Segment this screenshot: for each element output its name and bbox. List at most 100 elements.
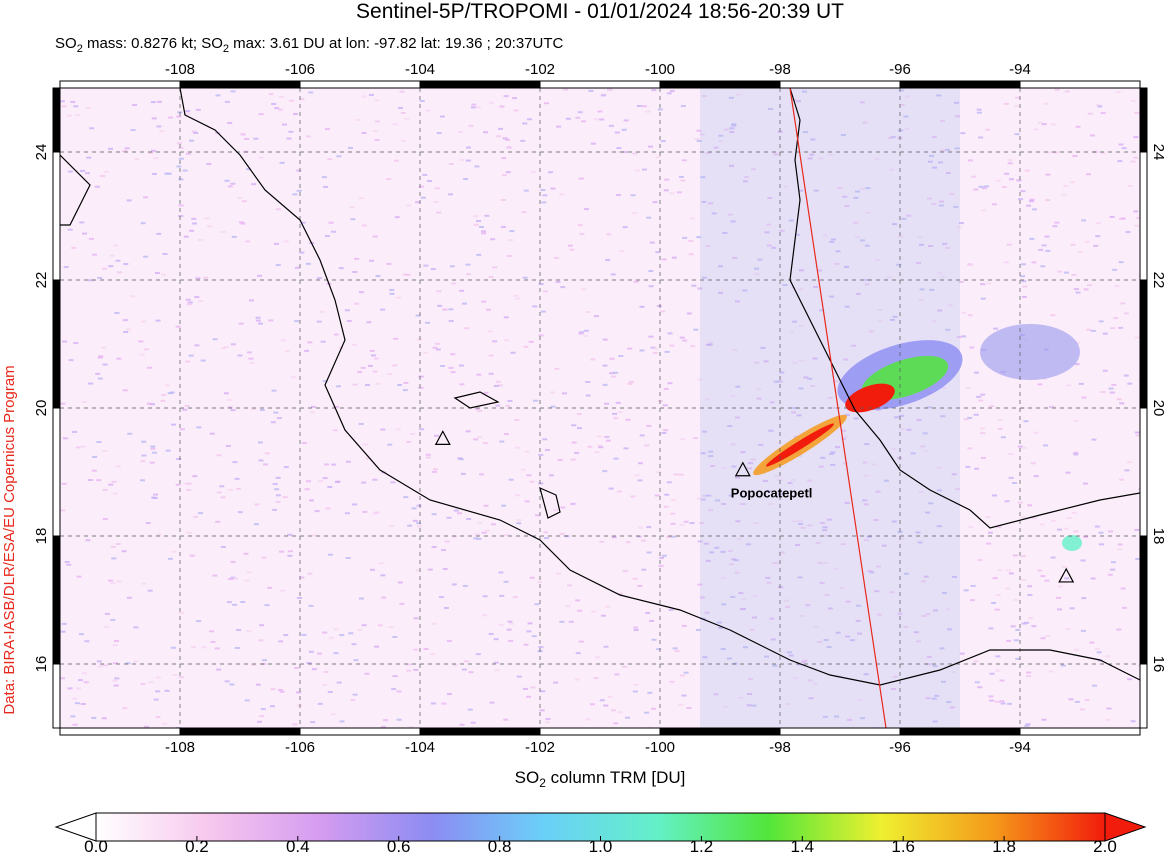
noise-pixel — [569, 248, 575, 251]
noise-pixel — [575, 116, 581, 119]
noise-pixel — [777, 380, 783, 383]
noise-pixel — [813, 625, 819, 628]
colorbar-tick-label: 1.0 — [589, 837, 613, 853]
noise-pixel — [241, 200, 247, 203]
noise-pixel — [476, 436, 482, 439]
noise-pixel — [215, 520, 221, 523]
subtitle-sub: 2 — [223, 43, 229, 55]
noise-pixel — [60, 100, 66, 103]
noise-pixel — [961, 312, 967, 315]
noise-pixel — [244, 137, 250, 140]
noise-pixel — [524, 450, 530, 453]
noise-pixel — [632, 152, 638, 155]
noise-pixel — [641, 168, 647, 171]
noise-pixel — [436, 132, 442, 135]
noise-pixel — [970, 584, 976, 587]
noise-pixel — [73, 105, 79, 108]
noise-pixel — [801, 660, 807, 663]
noise-pixel — [62, 340, 68, 343]
noise-pixel — [1050, 314, 1056, 317]
noise-pixel — [514, 418, 520, 421]
noise-pixel — [60, 509, 66, 512]
noise-pixel — [490, 523, 496, 526]
noise-pixel — [1007, 702, 1013, 705]
noise-pixel — [301, 633, 307, 636]
noise-pixel — [327, 158, 333, 161]
noise-pixel — [526, 630, 532, 633]
noise-pixel — [397, 581, 403, 584]
noise-pixel — [1119, 478, 1125, 481]
noise-pixel — [645, 612, 651, 615]
noise-pixel — [906, 214, 912, 217]
noise-pixel — [230, 560, 236, 563]
noise-pixel — [220, 347, 226, 350]
noise-pixel — [386, 178, 392, 181]
noise-pixel — [374, 645, 380, 648]
noise-pixel — [72, 723, 78, 726]
noise-pixel — [646, 216, 652, 219]
noise-pixel — [969, 346, 975, 349]
noise-pixel — [209, 432, 215, 435]
noise-pixel — [450, 371, 456, 374]
noise-pixel — [427, 568, 433, 571]
frame-bar — [299, 80, 421, 89]
noise-pixel — [766, 244, 772, 247]
noise-pixel — [563, 88, 569, 91]
noise-pixel — [1123, 312, 1129, 315]
noise-pixel — [732, 662, 738, 665]
noise-pixel — [863, 474, 869, 477]
noise-pixel — [876, 613, 882, 616]
noise-pixel — [97, 665, 103, 668]
noise-pixel — [1119, 402, 1125, 405]
noise-pixel — [968, 264, 974, 267]
noise-pixel — [667, 332, 673, 335]
noise-pixel — [1135, 557, 1140, 560]
noise-pixel — [773, 153, 779, 156]
noise-pixel — [196, 426, 202, 429]
noise-pixel — [1135, 434, 1140, 437]
noise-pixel — [663, 505, 669, 508]
noise-pixel — [961, 335, 967, 338]
frame-bar — [539, 727, 661, 736]
noise-pixel — [238, 221, 244, 224]
noise-pixel — [822, 715, 828, 718]
noise-pixel — [618, 354, 624, 357]
noise-pixel — [947, 304, 953, 307]
noise-pixel — [364, 672, 370, 675]
noise-pixel — [465, 273, 471, 276]
noise-pixel — [415, 314, 421, 317]
noise-pixel — [1130, 720, 1136, 723]
noise-pixel — [819, 521, 825, 524]
frame-bar — [59, 80, 181, 89]
noise-pixel — [973, 371, 979, 374]
noise-pixel — [903, 572, 909, 575]
noise-pixel — [633, 280, 639, 283]
noise-pixel — [155, 690, 161, 693]
noise-pixel — [904, 128, 910, 131]
noise-pixel — [815, 541, 821, 544]
noise-pixel — [182, 408, 188, 411]
noise-pixel — [1063, 527, 1069, 530]
noise-pixel — [353, 659, 359, 662]
noise-pixel — [112, 644, 118, 647]
noise-pixel — [1138, 664, 1140, 667]
noise-pixel — [391, 688, 397, 691]
noise-pixel — [540, 690, 546, 693]
noise-pixel — [440, 364, 446, 367]
noise-pixel — [827, 396, 833, 399]
noise-pixel — [175, 325, 181, 328]
noise-pixel — [305, 135, 311, 138]
noise-pixel — [102, 363, 108, 366]
noise-pixel — [731, 465, 737, 468]
noise-pixel — [1091, 684, 1097, 687]
noise-pixel — [142, 196, 148, 199]
noise-pixel — [1030, 462, 1036, 465]
noise-pixel — [1094, 647, 1100, 650]
noise-pixel — [901, 217, 907, 220]
noise-pixel — [553, 509, 559, 512]
noise-pixel — [362, 510, 368, 513]
noise-pixel — [1027, 593, 1033, 596]
noise-pixel — [720, 648, 726, 651]
noise-pixel — [96, 440, 102, 443]
noise-pixel — [778, 586, 784, 589]
